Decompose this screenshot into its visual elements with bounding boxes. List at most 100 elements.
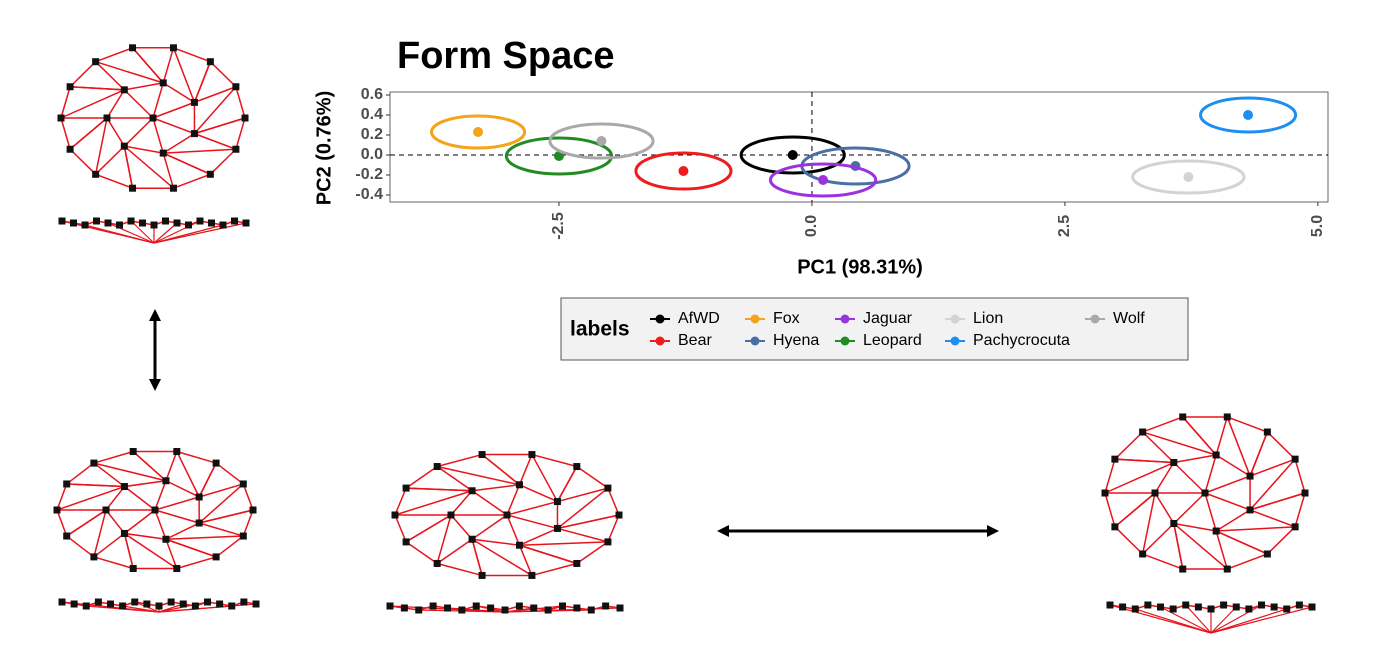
mesh-edge (1249, 492, 1306, 511)
mesh-node (1151, 489, 1159, 497)
mesh-edge (531, 453, 578, 468)
mesh-node (501, 606, 509, 614)
legend-label: Wolf (1113, 310, 1145, 327)
mesh-node (116, 221, 123, 229)
mesh-node (143, 600, 151, 608)
mesh-node (159, 149, 167, 157)
mesh-node (150, 221, 158, 229)
mesh-node (139, 219, 146, 227)
confidence-ellipse (739, 135, 846, 175)
mesh-edge (557, 527, 609, 543)
meshes (53, 44, 1316, 634)
mesh-edge (176, 451, 200, 498)
mesh-node (162, 217, 169, 225)
mesh-edge (1114, 431, 1144, 460)
mesh-node (602, 602, 610, 610)
mesh-node (173, 564, 181, 572)
mesh-node (573, 604, 581, 612)
mesh-edge (242, 509, 254, 537)
mesh-node (70, 600, 78, 608)
mesh-node (1101, 489, 1109, 497)
mesh-node (433, 463, 441, 471)
mesh-node (228, 602, 236, 610)
mesh-node (1139, 428, 1147, 436)
mesh-edge (194, 86, 237, 104)
mesh-edge (165, 538, 178, 569)
mesh-node (93, 217, 100, 225)
mesh-node (58, 598, 66, 606)
mesh-node (82, 602, 90, 610)
mesh-node (53, 506, 61, 514)
mesh-node (191, 602, 199, 610)
mesh-edge (152, 117, 195, 135)
confidence-ellipse (429, 114, 527, 150)
mesh-edge (405, 541, 438, 565)
mesh-node (573, 463, 581, 471)
mesh-edge (506, 514, 521, 546)
legend-label: Lion (973, 310, 1003, 327)
mesh-node (167, 598, 175, 606)
mesh-edge (1114, 458, 1174, 464)
point (1243, 110, 1254, 120)
mesh-node (559, 602, 566, 610)
mesh-node (1212, 451, 1220, 459)
mesh-edge (123, 145, 174, 189)
mesh-edge (162, 132, 195, 154)
mesh-node (1220, 601, 1228, 609)
mesh-edge (93, 450, 134, 464)
mesh-node (400, 604, 408, 612)
mesh-node (503, 511, 511, 519)
mesh-edge (1266, 526, 1296, 555)
legend-swatch (840, 314, 850, 324)
mesh-edge (215, 535, 244, 558)
mesh-edge (436, 538, 473, 565)
mesh-node (1169, 605, 1177, 613)
mesh-edge (176, 556, 217, 570)
mesh-node (103, 114, 111, 122)
mesh-edge (105, 486, 126, 511)
mesh-edge (95, 47, 133, 63)
mesh-edge (471, 539, 483, 576)
mesh-edge (1249, 509, 1296, 528)
mesh-node (90, 459, 98, 467)
mesh-edge (1204, 492, 1251, 511)
mesh-edge (436, 465, 473, 492)
mesh-node (151, 506, 159, 514)
mesh-edge (198, 509, 254, 524)
mesh-edge (607, 487, 620, 516)
legend-label: Hyena (773, 332, 819, 349)
mesh-edge (437, 465, 520, 486)
y-tick-label: -0.4 (355, 186, 383, 203)
mesh-edge (153, 222, 247, 244)
mesh-node (528, 571, 536, 579)
mesh-node (104, 219, 112, 227)
mesh-edge (531, 454, 559, 502)
mesh-node (472, 602, 480, 610)
mesh-edge (531, 562, 578, 577)
legend-label: Bear (678, 332, 712, 349)
mesh-edge (1226, 416, 1268, 433)
mesh-edge (405, 514, 452, 543)
mesh-edge (123, 117, 154, 147)
mesh-node (173, 448, 181, 456)
mesh-edge (556, 487, 609, 530)
mesh-node (212, 553, 220, 561)
mesh-edge (1173, 454, 1217, 464)
mesh-node (1106, 601, 1114, 609)
mesh-node (208, 219, 215, 227)
mesh-edge (1173, 461, 1206, 494)
mesh-node (204, 598, 211, 606)
mesh-node (1111, 523, 1119, 531)
mesh-edge (471, 538, 520, 546)
mesh-node (587, 606, 595, 614)
legend-swatch (840, 336, 850, 346)
mesh-node (249, 506, 257, 514)
point (678, 166, 689, 176)
mesh-edge (152, 82, 164, 119)
mesh-edge (504, 607, 621, 613)
mesh-edge (124, 145, 164, 154)
legend-swatch (655, 314, 665, 324)
mesh-edge (471, 538, 533, 577)
mesh-edge (1210, 606, 1313, 634)
mesh-edge (124, 480, 167, 488)
